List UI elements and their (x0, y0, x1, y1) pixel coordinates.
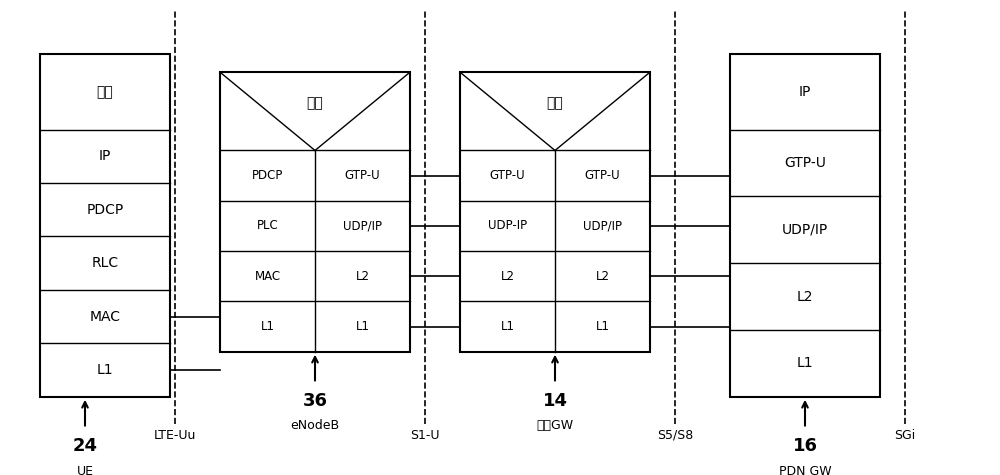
Text: L1: L1 (97, 363, 113, 377)
Text: 14: 14 (542, 392, 568, 410)
Text: L2: L2 (356, 270, 370, 283)
Text: PLC: PLC (257, 219, 278, 232)
Text: 36: 36 (302, 392, 328, 410)
Bar (40, 54, 170, 397)
Text: GTP-U: GTP-U (345, 169, 380, 182)
Text: 服务GW: 服务GW (536, 419, 574, 432)
Text: 中继: 中继 (307, 96, 323, 111)
Bar (220, 72, 410, 352)
Text: L2: L2 (501, 270, 514, 283)
Text: GTP-U: GTP-U (784, 156, 826, 170)
Text: IP: IP (99, 149, 111, 163)
Text: L1: L1 (501, 320, 514, 333)
Text: MAC: MAC (254, 270, 281, 283)
Bar (730, 54, 880, 397)
Text: eNodeB: eNodeB (290, 419, 340, 432)
Text: PDN GW: PDN GW (779, 465, 831, 475)
Text: UDP/IP: UDP/IP (782, 223, 828, 237)
Text: S1-U: S1-U (410, 429, 440, 442)
Text: L2: L2 (797, 290, 813, 304)
Text: LTE-Uu: LTE-Uu (154, 429, 196, 442)
Text: MAC: MAC (90, 310, 121, 323)
Text: L1: L1 (797, 356, 813, 370)
Text: GTP-U: GTP-U (490, 169, 525, 182)
Text: UDP/IP: UDP/IP (343, 219, 382, 232)
Text: RLC: RLC (91, 256, 119, 270)
Text: IP: IP (799, 85, 811, 99)
Text: PDCP: PDCP (252, 169, 283, 182)
Bar (460, 72, 650, 352)
Text: GTP-U: GTP-U (585, 169, 620, 182)
Text: 中继: 中继 (547, 96, 563, 111)
Text: 24: 24 (72, 437, 98, 456)
Text: UDP/IP: UDP/IP (583, 219, 622, 232)
Text: UDP-IP: UDP-IP (488, 219, 527, 232)
Text: L1: L1 (356, 320, 370, 333)
Text: UE: UE (76, 465, 94, 475)
Text: 16: 16 (792, 437, 818, 456)
Text: S5/S8: S5/S8 (657, 429, 693, 442)
Text: L2: L2 (596, 270, 610, 283)
Text: 应用: 应用 (97, 85, 113, 99)
Text: PDCP: PDCP (86, 203, 124, 217)
Text: SGi: SGi (894, 429, 916, 442)
Text: L1: L1 (260, 320, 274, 333)
Text: L1: L1 (596, 320, 610, 333)
